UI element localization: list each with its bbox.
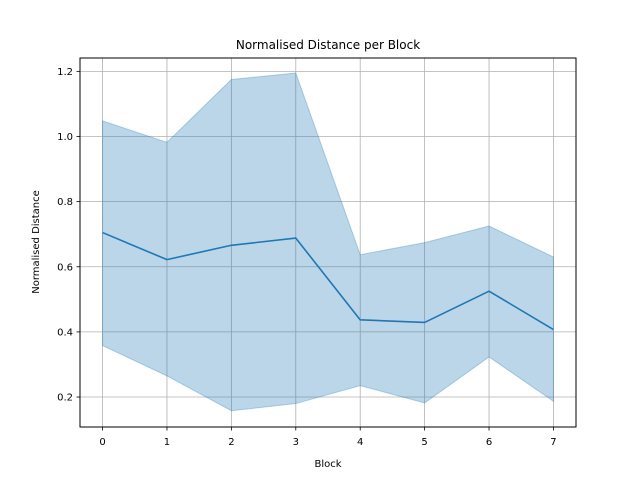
mean-line <box>102 231 554 331</box>
x-axis-label: Block <box>314 459 341 470</box>
plot-frame <box>79 57 577 428</box>
x-tick-label: 0 <box>99 437 105 448</box>
x-tick-label: 7 <box>550 437 556 448</box>
series-line <box>102 231 554 331</box>
y-tick-label: 0.8 <box>57 197 73 208</box>
y-tick-label: 0.4 <box>57 327 73 338</box>
confidence-band-area <box>102 72 554 412</box>
x-tick-label: 5 <box>421 437 427 448</box>
chart-title: Normalised Distance per Block <box>236 38 420 52</box>
confidence-band <box>102 72 554 412</box>
x-tick-label: 4 <box>357 437 363 448</box>
y-tick-label: 1.0 <box>57 132 73 143</box>
y-tick-label: 0.2 <box>57 393 73 404</box>
y-axis-ticks: 0.2 0.4 0.6 0.8 1.0 1.2 <box>57 67 80 404</box>
x-tick-label: 2 <box>228 437 234 448</box>
y-axis-label: Normalised Distance <box>31 190 42 294</box>
y-tick-label: 0.6 <box>57 262 73 273</box>
x-axis-ticks: 0 1 2 3 4 5 6 7 <box>99 427 557 448</box>
grid-lines <box>80 58 576 427</box>
x-tick-label: 1 <box>164 437 170 448</box>
x-tick-label: 3 <box>293 437 299 448</box>
y-tick-label: 1.2 <box>57 67 73 78</box>
x-tick-label: 6 <box>486 437 492 448</box>
